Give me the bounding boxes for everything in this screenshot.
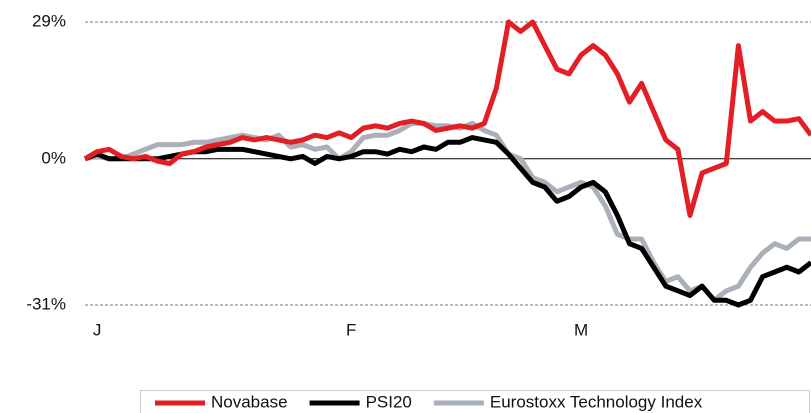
x-tick-label: J xyxy=(93,320,102,339)
legend-label: PSI20 xyxy=(366,392,412,411)
legend-box xyxy=(140,390,810,413)
y-tick-label: 29% xyxy=(32,11,66,30)
legend-label: Novabase xyxy=(211,392,288,411)
series-line xyxy=(83,19,811,218)
x-tick-label: F xyxy=(346,320,356,339)
y-tick-label: 0% xyxy=(41,148,66,167)
series-line xyxy=(84,135,811,308)
legend-label: Eurostoxx Technology Index xyxy=(490,392,703,411)
x-tick-label: M xyxy=(574,320,588,339)
y-tick-label: -31% xyxy=(26,294,66,313)
